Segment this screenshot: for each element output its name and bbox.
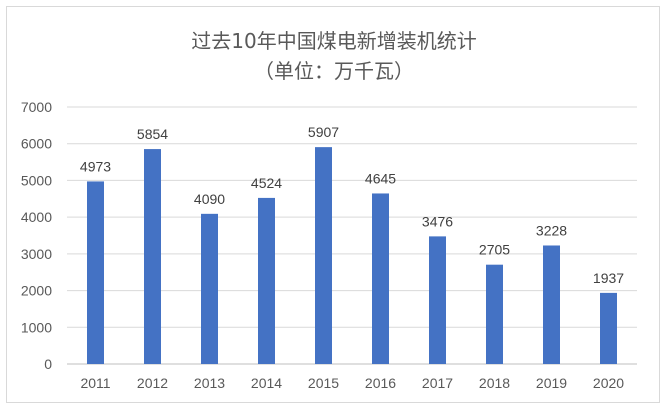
y-tick-label: 7000 bbox=[21, 99, 52, 115]
data-label: 5907 bbox=[308, 124, 339, 140]
bar bbox=[600, 292, 617, 364]
bar bbox=[144, 149, 161, 364]
y-tick-label: 1000 bbox=[21, 319, 52, 335]
x-tick-label: 2020 bbox=[593, 375, 624, 391]
bar bbox=[372, 193, 389, 364]
data-labels: 4973 5854 4090 4524 5907 4645 3476 2705 3228 1937 bbox=[80, 124, 624, 286]
x-tick-label: 2013 bbox=[194, 375, 225, 391]
x-tick-label: 2012 bbox=[137, 375, 168, 391]
x-tick-label: 2015 bbox=[308, 375, 339, 391]
y-tick-label: 6000 bbox=[21, 136, 52, 152]
x-tick-label: 2017 bbox=[422, 375, 453, 391]
data-label: 4645 bbox=[365, 170, 396, 186]
x-axis-ticks: 2011 2012 2013 2014 2015 2016 2017 2018 2019 2020 bbox=[80, 375, 624, 391]
data-label: 4090 bbox=[194, 191, 225, 207]
x-tick-label: 2011 bbox=[80, 375, 110, 391]
chart-subtitle: （单位：万千瓦） bbox=[254, 59, 414, 83]
y-tick-label: 5000 bbox=[21, 172, 52, 188]
y-tick-label: 2000 bbox=[21, 283, 52, 299]
data-label: 3476 bbox=[422, 213, 453, 229]
y-tick-label: 4000 bbox=[21, 209, 52, 225]
bar bbox=[315, 147, 332, 364]
data-label: 4524 bbox=[251, 175, 282, 191]
data-label: 1937 bbox=[593, 270, 624, 286]
bar bbox=[486, 264, 503, 364]
x-tick-label: 2014 bbox=[251, 375, 282, 391]
data-label: 3228 bbox=[536, 222, 567, 238]
gridlines bbox=[67, 106, 637, 365]
data-label: 2705 bbox=[479, 242, 510, 258]
bar bbox=[258, 197, 275, 364]
bar bbox=[201, 213, 218, 364]
bar bbox=[429, 236, 446, 364]
y-tick-label: 3000 bbox=[21, 246, 52, 262]
y-tick-label: 0 bbox=[44, 356, 52, 372]
x-tick-label: 2016 bbox=[365, 375, 396, 391]
x-tick-label: 2018 bbox=[479, 375, 510, 391]
y-axis-ticks: 0 1000 2000 3000 4000 5000 6000 7000 bbox=[21, 99, 52, 372]
data-label: 5854 bbox=[137, 126, 168, 142]
bar bbox=[87, 181, 104, 364]
bars bbox=[87, 147, 617, 364]
chart-title: 过去10年中国煤电新增装机统计 bbox=[191, 29, 476, 53]
data-label: 4973 bbox=[80, 158, 111, 174]
x-tick-label: 2019 bbox=[536, 375, 567, 391]
bar bbox=[543, 245, 560, 364]
